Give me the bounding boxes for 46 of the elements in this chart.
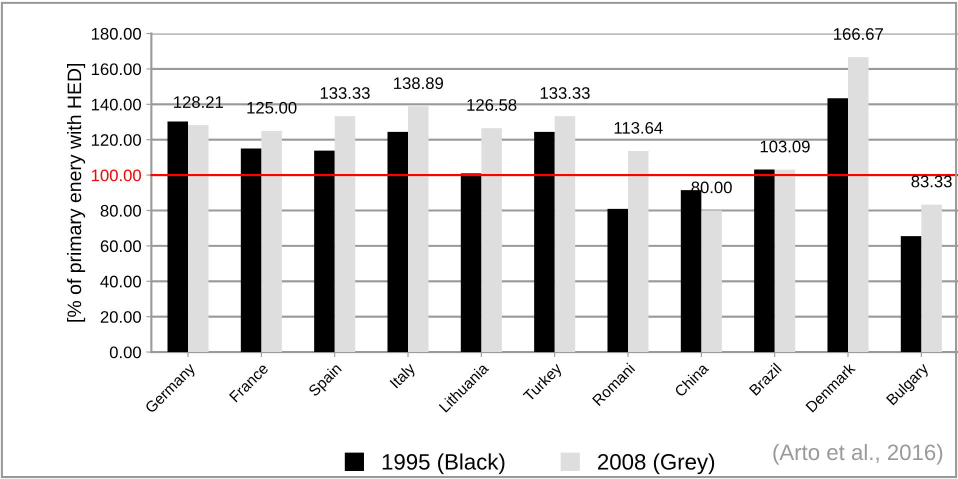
- data-label: 125.00: [247, 102, 296, 114]
- bar: [628, 150, 649, 352]
- data-label: 113.64: [614, 122, 663, 134]
- data-label: 103.09: [760, 140, 810, 152]
- bar: [167, 121, 188, 352]
- y-tick-label: 120.00: [92, 134, 141, 146]
- y-tick-label: 0.00: [110, 346, 141, 358]
- data-label: 126.58: [467, 99, 516, 111]
- bar: [827, 98, 848, 352]
- bar: [334, 116, 356, 352]
- y-tick-label: 80.00: [100, 204, 141, 217]
- bar: [481, 128, 502, 352]
- data-label: 138.89: [394, 77, 443, 90]
- x-tick-label: Italy: [389, 362, 418, 391]
- bar: [188, 125, 209, 352]
- data-label: 83.33: [911, 176, 952, 188]
- bar: [701, 210, 722, 352]
- bar: [408, 106, 429, 352]
- bar: [314, 150, 335, 352]
- bar: [848, 57, 869, 352]
- bar: [774, 170, 796, 352]
- bar: [921, 204, 942, 352]
- data-label: 166.67: [834, 28, 883, 40]
- y-tick-label: 40.00: [100, 276, 141, 288]
- y-tick-label: 60.00: [100, 240, 141, 252]
- y-tick-label: 20.00: [100, 311, 141, 323]
- bar: [240, 148, 262, 352]
- bar: [900, 236, 922, 352]
- legend-label: 1995 (Black): [382, 453, 504, 474]
- bar: [460, 173, 482, 352]
- bar: [534, 132, 555, 352]
- bar: [261, 130, 282, 352]
- y-tick-label: 100.00: [92, 170, 141, 182]
- y-tick-label: 180.00: [92, 28, 141, 40]
- bar: [387, 132, 408, 352]
- legend-label: 2008 (Grey): [598, 453, 714, 474]
- y-axis-title: [% of primary enery with HED]: [66, 64, 86, 322]
- bar: [607, 208, 628, 352]
- text: (Arto et al., 2016): [773, 444, 942, 465]
- data-label: 133.33: [320, 87, 370, 99]
- y-tick-label: 140.00: [92, 98, 141, 111]
- data-label: 133.33: [540, 87, 590, 99]
- data-label: 128.21: [174, 96, 223, 108]
- bar: [554, 116, 576, 352]
- bar: [754, 169, 775, 352]
- y-tick-label: 160.00: [92, 63, 141, 76]
